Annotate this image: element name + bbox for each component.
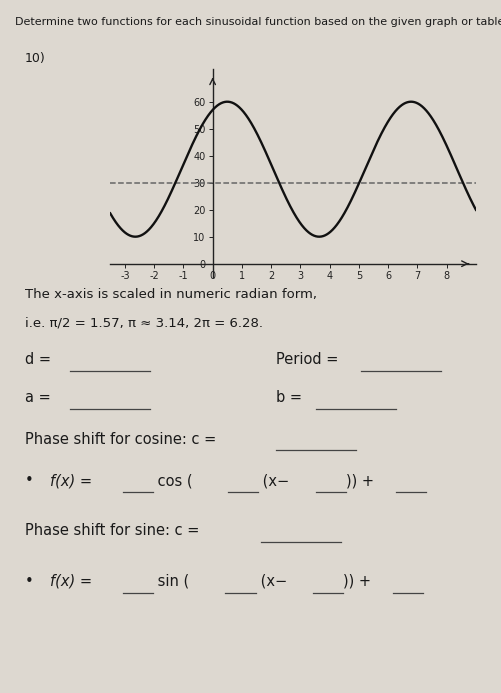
Text: The x-axis is scaled in numeric radian form,: The x-axis is scaled in numeric radian f… — [25, 288, 317, 301]
Text: Determine two functions for each sinusoidal function based on the given graph or: Determine two functions for each sinusoi… — [15, 17, 501, 27]
Text: f(x) =: f(x) = — [50, 574, 92, 588]
Text: a =: a = — [25, 390, 51, 405]
Text: i.e. π/2 = 1.57, π ≈ 3.14, 2π = 6.28.: i.e. π/2 = 1.57, π ≈ 3.14, 2π = 6.28. — [25, 317, 263, 330]
Text: )) +: )) + — [346, 473, 374, 488]
Text: Phase shift for sine: c =: Phase shift for sine: c = — [25, 523, 199, 538]
Text: sin (: sin ( — [153, 574, 189, 588]
Text: •: • — [25, 574, 34, 588]
Text: )) +: )) + — [343, 574, 371, 588]
Text: 10): 10) — [25, 52, 46, 65]
Text: •: • — [25, 473, 34, 488]
Text: d =: d = — [25, 352, 51, 367]
Text: cos (: cos ( — [153, 473, 192, 488]
Text: Period =: Period = — [276, 352, 338, 367]
Text: (x−: (x− — [256, 574, 287, 588]
Text: Phase shift for cosine: c =: Phase shift for cosine: c = — [25, 432, 216, 446]
Text: (x−: (x− — [258, 473, 289, 488]
Text: f(x) =: f(x) = — [50, 473, 92, 488]
Text: b =: b = — [276, 390, 302, 405]
